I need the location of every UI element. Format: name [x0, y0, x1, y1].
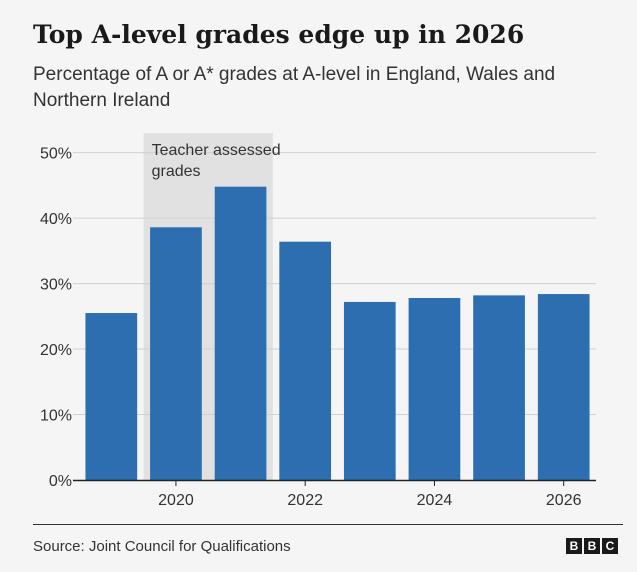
- x-tick-label: 2022: [287, 492, 323, 509]
- bar-2025: [473, 295, 525, 480]
- bar-2023: [343, 301, 396, 480]
- footer-divider: [33, 524, 623, 525]
- chart-title: Top A-level grades edge up in 2026: [33, 20, 525, 49]
- bbc-logo-letter-1: B: [566, 538, 582, 554]
- y-tick-label: 40%: [40, 211, 72, 228]
- x-tick-label: 2024: [417, 492, 453, 509]
- bbc-logo-letter-2: B: [584, 538, 600, 554]
- y-tick-label: 20%: [40, 342, 72, 359]
- bar-2020: [150, 227, 202, 480]
- bar-2022: [279, 241, 332, 480]
- annotation-label: Teacher assessed: [152, 142, 281, 159]
- bar-2019: [85, 313, 138, 480]
- chart-subtitle: Percentage of A or A* grades at A-level …: [33, 64, 556, 111]
- x-tick-label: 2026: [546, 492, 582, 509]
- bar-2024: [408, 297, 461, 480]
- y-tick-label: 30%: [40, 277, 72, 294]
- bar-2021: [214, 186, 267, 480]
- source-note: Source: Joint Council for Qualifications: [33, 538, 291, 555]
- y-tick-label: 0%: [49, 473, 72, 490]
- bar-2026: [537, 294, 590, 480]
- y-tick-label: 10%: [40, 408, 72, 425]
- bar-chart: 0% 10% 20% 30% 40% 50% Teacher assessed grades 2…: [40, 133, 596, 509]
- annotation-label: grades: [152, 163, 201, 180]
- bbc-logo-letter-3: C: [602, 538, 618, 554]
- bbc-logo: B B C: [566, 538, 618, 554]
- x-tick-label: 2020: [158, 492, 194, 509]
- y-tick-label: 50%: [40, 146, 72, 163]
